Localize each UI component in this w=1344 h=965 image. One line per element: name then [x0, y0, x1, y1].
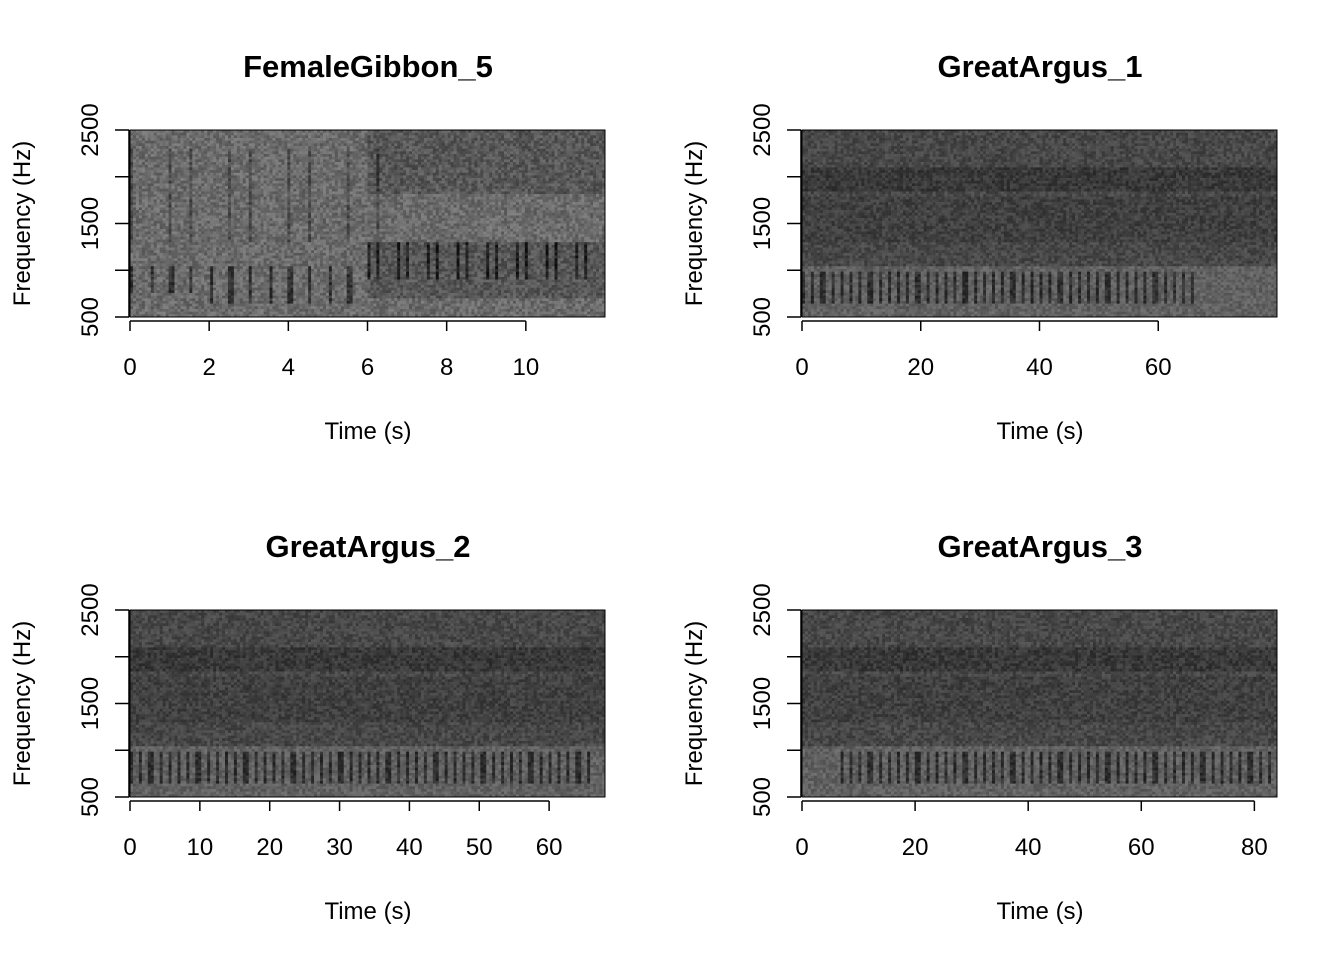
x-tick-label: 20 — [907, 354, 934, 381]
panel-title: GreatArgus_1 — [937, 49, 1142, 84]
y-axis-label: Frequency (Hz) — [681, 621, 708, 786]
x-axis-label: Time (s) — [324, 898, 411, 925]
x-tick-label: 60 — [1128, 834, 1155, 861]
y-tick-label: 500 — [749, 297, 776, 337]
x-tick-label: 40 — [396, 834, 423, 861]
x-axis-label: Time (s) — [996, 418, 1083, 445]
y-tick-label: 500 — [77, 297, 104, 337]
x-tick-label: 60 — [1145, 354, 1172, 381]
x-axis-label: Time (s) — [996, 898, 1083, 925]
x-tick-label: 2 — [202, 354, 215, 381]
x-tick-label: 40 — [1026, 354, 1053, 381]
x-tick-label: 80 — [1241, 834, 1268, 861]
spectrogram-panel-1: FemaleGibbon_5 0 2 4 6 8 10 Time (s) 500 1500 2500… — [9, 49, 605, 445]
y-tick-label: 1500 — [749, 197, 776, 250]
spectrogram-image — [130, 130, 605, 317]
spectrogram-image — [130, 610, 605, 797]
x-tick-label: 0 — [795, 834, 808, 861]
y-tick-label: 2500 — [77, 583, 104, 636]
y-axis-label: Frequency (Hz) — [681, 141, 708, 306]
x-tick-label: 0 — [123, 354, 136, 381]
x-tick-label: 0 — [795, 354, 808, 381]
y-tick-label: 2500 — [749, 583, 776, 636]
y-axis-label: Frequency (Hz) — [9, 621, 36, 786]
x-tick-label: 20 — [256, 834, 283, 861]
x-axis-label: Time (s) — [324, 418, 411, 445]
y-tick-label: 500 — [77, 777, 104, 817]
x-tick-label: 4 — [282, 354, 295, 381]
y-tick-label: 2500 — [77, 103, 104, 156]
x-tick-label: 0 — [123, 834, 136, 861]
y-tick-label: 500 — [749, 777, 776, 817]
spectrogram-panel-2: GreatArgus_1 0 20 40 60 Time (s) 500 1500 2500 Fr… — [681, 49, 1277, 445]
y-tick-label: 1500 — [749, 677, 776, 730]
x-tick-label: 60 — [536, 834, 563, 861]
y-tick-label: 1500 — [77, 197, 104, 250]
x-tick-label: 8 — [440, 354, 453, 381]
x-tick-label: 10 — [512, 354, 539, 381]
x-tick-label: 20 — [902, 834, 929, 861]
spectrogram-panel-3: GreatArgus_2 0 10 20 30 40 50 60 Time (s) 500 1500… — [9, 529, 605, 925]
y-axis-label: Frequency (Hz) — [9, 141, 36, 306]
x-tick-label: 10 — [187, 834, 214, 861]
y-tick-label: 1500 — [77, 677, 104, 730]
spectrogram-image — [802, 130, 1277, 317]
x-tick-label: 50 — [466, 834, 493, 861]
x-tick-label: 6 — [361, 354, 374, 381]
x-tick-label: 40 — [1015, 834, 1042, 861]
panel-title: FemaleGibbon_5 — [243, 49, 493, 84]
spectrogram-image — [802, 610, 1277, 797]
panel-title: GreatArgus_2 — [265, 529, 470, 564]
x-tick-label: 30 — [326, 834, 353, 861]
spectrogram-panel-4: GreatArgus_3 0 20 40 60 80 Time (s) 500 1500 2500… — [681, 529, 1277, 925]
y-tick-label: 2500 — [749, 103, 776, 156]
panel-title: GreatArgus_3 — [937, 529, 1142, 564]
